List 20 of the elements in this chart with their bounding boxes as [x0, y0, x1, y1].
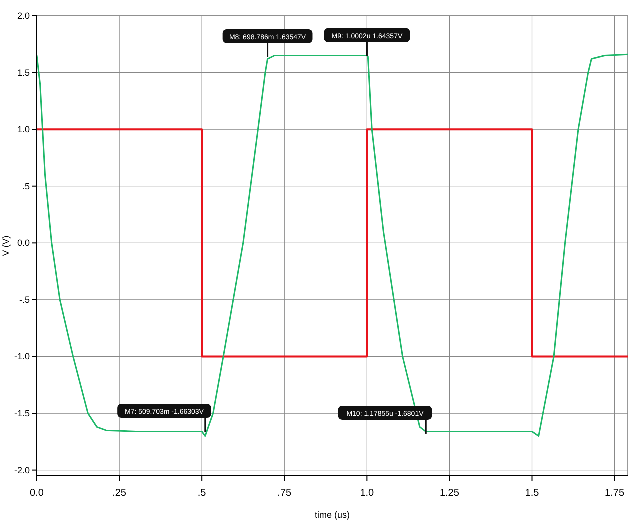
x-tick-label: 1.25 [440, 488, 460, 499]
y-tick-label: 2.0 [17, 11, 30, 21]
y-tick-label: -.5 [19, 294, 30, 305]
y-tick-label: 0.0 [17, 238, 30, 248]
x-tick-label: 1.0 [360, 488, 375, 499]
x-tick-label: 1.75 [605, 488, 625, 499]
y-tick-label: 1.0 [17, 124, 30, 135]
x-tick-label: 1.5 [525, 488, 540, 499]
line-series [36, 54, 629, 437]
y-tick-label: -1.0 [14, 352, 30, 362]
x-tick-label: .5 [198, 488, 207, 499]
y-tick-label: -1.5 [14, 408, 30, 419]
y-tick-label: -2.0 [14, 465, 30, 476]
y-axis-title: V (V) [1, 236, 11, 256]
x-tick-label: .75 [278, 488, 292, 499]
x-tick-label: 0.0 [30, 488, 44, 499]
y-tick-label: .5 [22, 181, 30, 192]
x-tick-label: .25 [112, 488, 127, 499]
x-axis-title: time (us) [314, 510, 350, 520]
y-tick-label: 1.5 [17, 68, 30, 78]
